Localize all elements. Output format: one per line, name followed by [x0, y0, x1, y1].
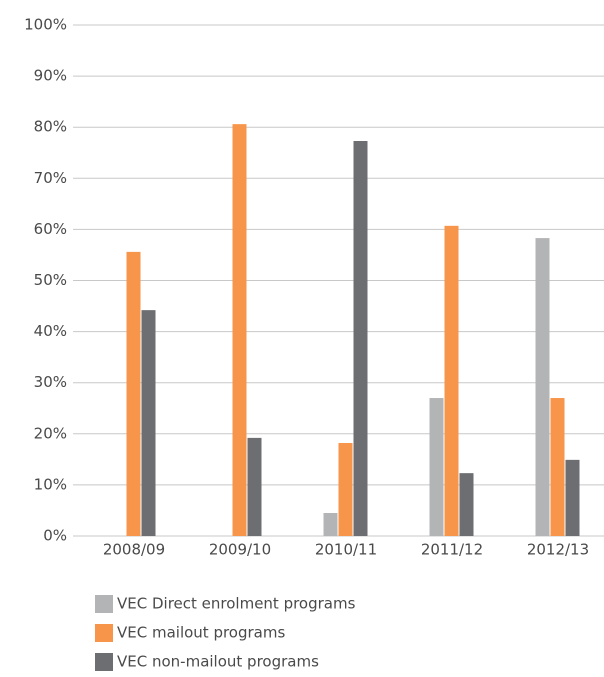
x-tick-label: 2008/09 — [103, 541, 165, 559]
y-tick-label: 40% — [34, 322, 67, 340]
y-tick-label: 100% — [24, 16, 67, 34]
bar — [141, 310, 156, 536]
y-tick-label: 30% — [34, 373, 67, 391]
x-tick-label: 2010/11 — [315, 541, 377, 559]
bar — [232, 124, 247, 536]
bar — [444, 225, 459, 536]
y-tick-label: 60% — [34, 220, 67, 238]
y-tick-label: 0% — [43, 527, 67, 545]
legend-label: VEC mailout programs — [117, 624, 285, 642]
y-tick-label: 10% — [34, 475, 67, 493]
x-tick-label: 2012/13 — [527, 541, 589, 559]
x-tick-label: 2011/12 — [421, 541, 483, 559]
bar — [429, 398, 444, 536]
bar — [535, 238, 550, 536]
y-tick-label: 50% — [34, 271, 67, 289]
bar — [459, 473, 474, 536]
legend-swatch — [95, 595, 113, 613]
bar — [565, 459, 580, 536]
legend-label: VEC non-mailout programs — [117, 653, 319, 671]
bar — [550, 398, 565, 536]
legend-label: VEC Direct enrolment programs — [117, 595, 356, 613]
bar — [126, 251, 141, 536]
bar — [338, 442, 353, 536]
y-tick-label: 20% — [34, 424, 67, 442]
y-tick-label: 90% — [34, 67, 67, 85]
legend-swatch — [95, 624, 113, 642]
bar — [247, 437, 262, 536]
y-tick-label: 70% — [34, 169, 67, 187]
x-tick-label: 2009/10 — [209, 541, 271, 559]
legend-swatch — [95, 653, 113, 671]
bar — [353, 140, 368, 536]
y-tick-label: 80% — [34, 118, 67, 136]
bar — [323, 513, 338, 536]
